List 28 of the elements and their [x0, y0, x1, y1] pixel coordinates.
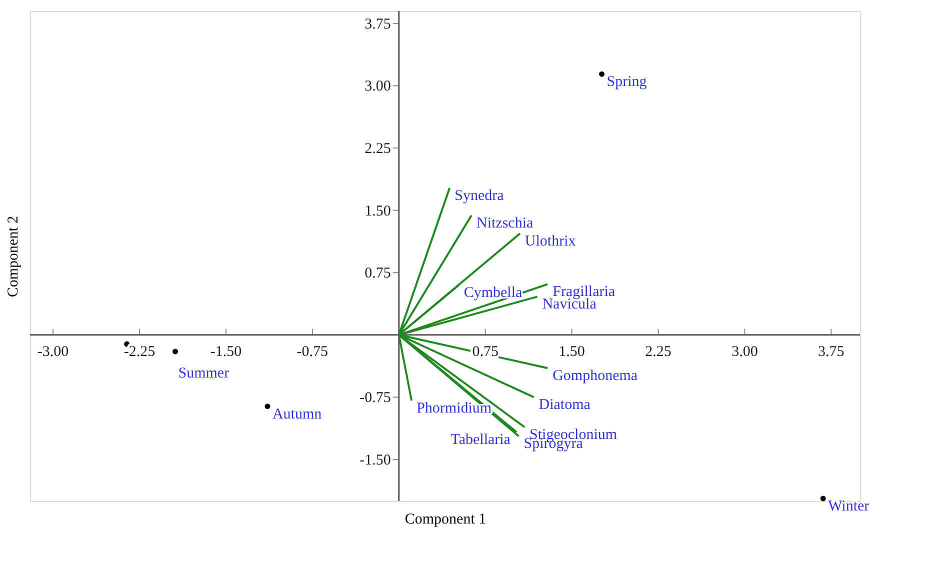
- annotation: Spring: [606, 74, 648, 90]
- y-tick-label: -1.50: [360, 452, 391, 468]
- series-label: Nitzschia: [476, 215, 534, 232]
- annotation: Autumn: [272, 406, 322, 422]
- x-tick-label: -3.00: [37, 344, 69, 360]
- series-label: Tabellaria: [450, 432, 511, 448]
- y-tick-label: 3.00: [364, 78, 391, 95]
- y-tick-label: -0.75: [360, 390, 391, 406]
- y-tick-label: 3.75: [364, 16, 391, 32]
- series-label: Cymbella: [464, 285, 522, 302]
- annotation: Summer: [178, 366, 230, 382]
- series-label: Gomphonema: [552, 368, 638, 384]
- x-tick-label: 3.75: [818, 344, 844, 360]
- y-tick-label: 1.50: [364, 203, 391, 220]
- annotation: Winter: [828, 498, 870, 515]
- x-tick-label: 1.50: [558, 344, 585, 360]
- x-tick-label: -1.50: [210, 344, 242, 360]
- series-label: Ulothrix: [524, 234, 576, 250]
- series-label: Diatoma: [538, 397, 591, 414]
- y-tick-label: 0.75: [364, 266, 391, 282]
- x-tick-label: -0.75: [296, 344, 328, 360]
- y-tick-label: 2.25: [364, 141, 391, 158]
- y-axis-title: Component 2: [6, 216, 22, 298]
- x-tick-label: -2.25: [124, 344, 156, 360]
- series-label: Synedra: [454, 188, 504, 204]
- x-tick-label: 3.00: [732, 344, 758, 360]
- x-axis-title: Component 1: [404, 512, 486, 528]
- x-tick-label: 2.25: [645, 344, 672, 360]
